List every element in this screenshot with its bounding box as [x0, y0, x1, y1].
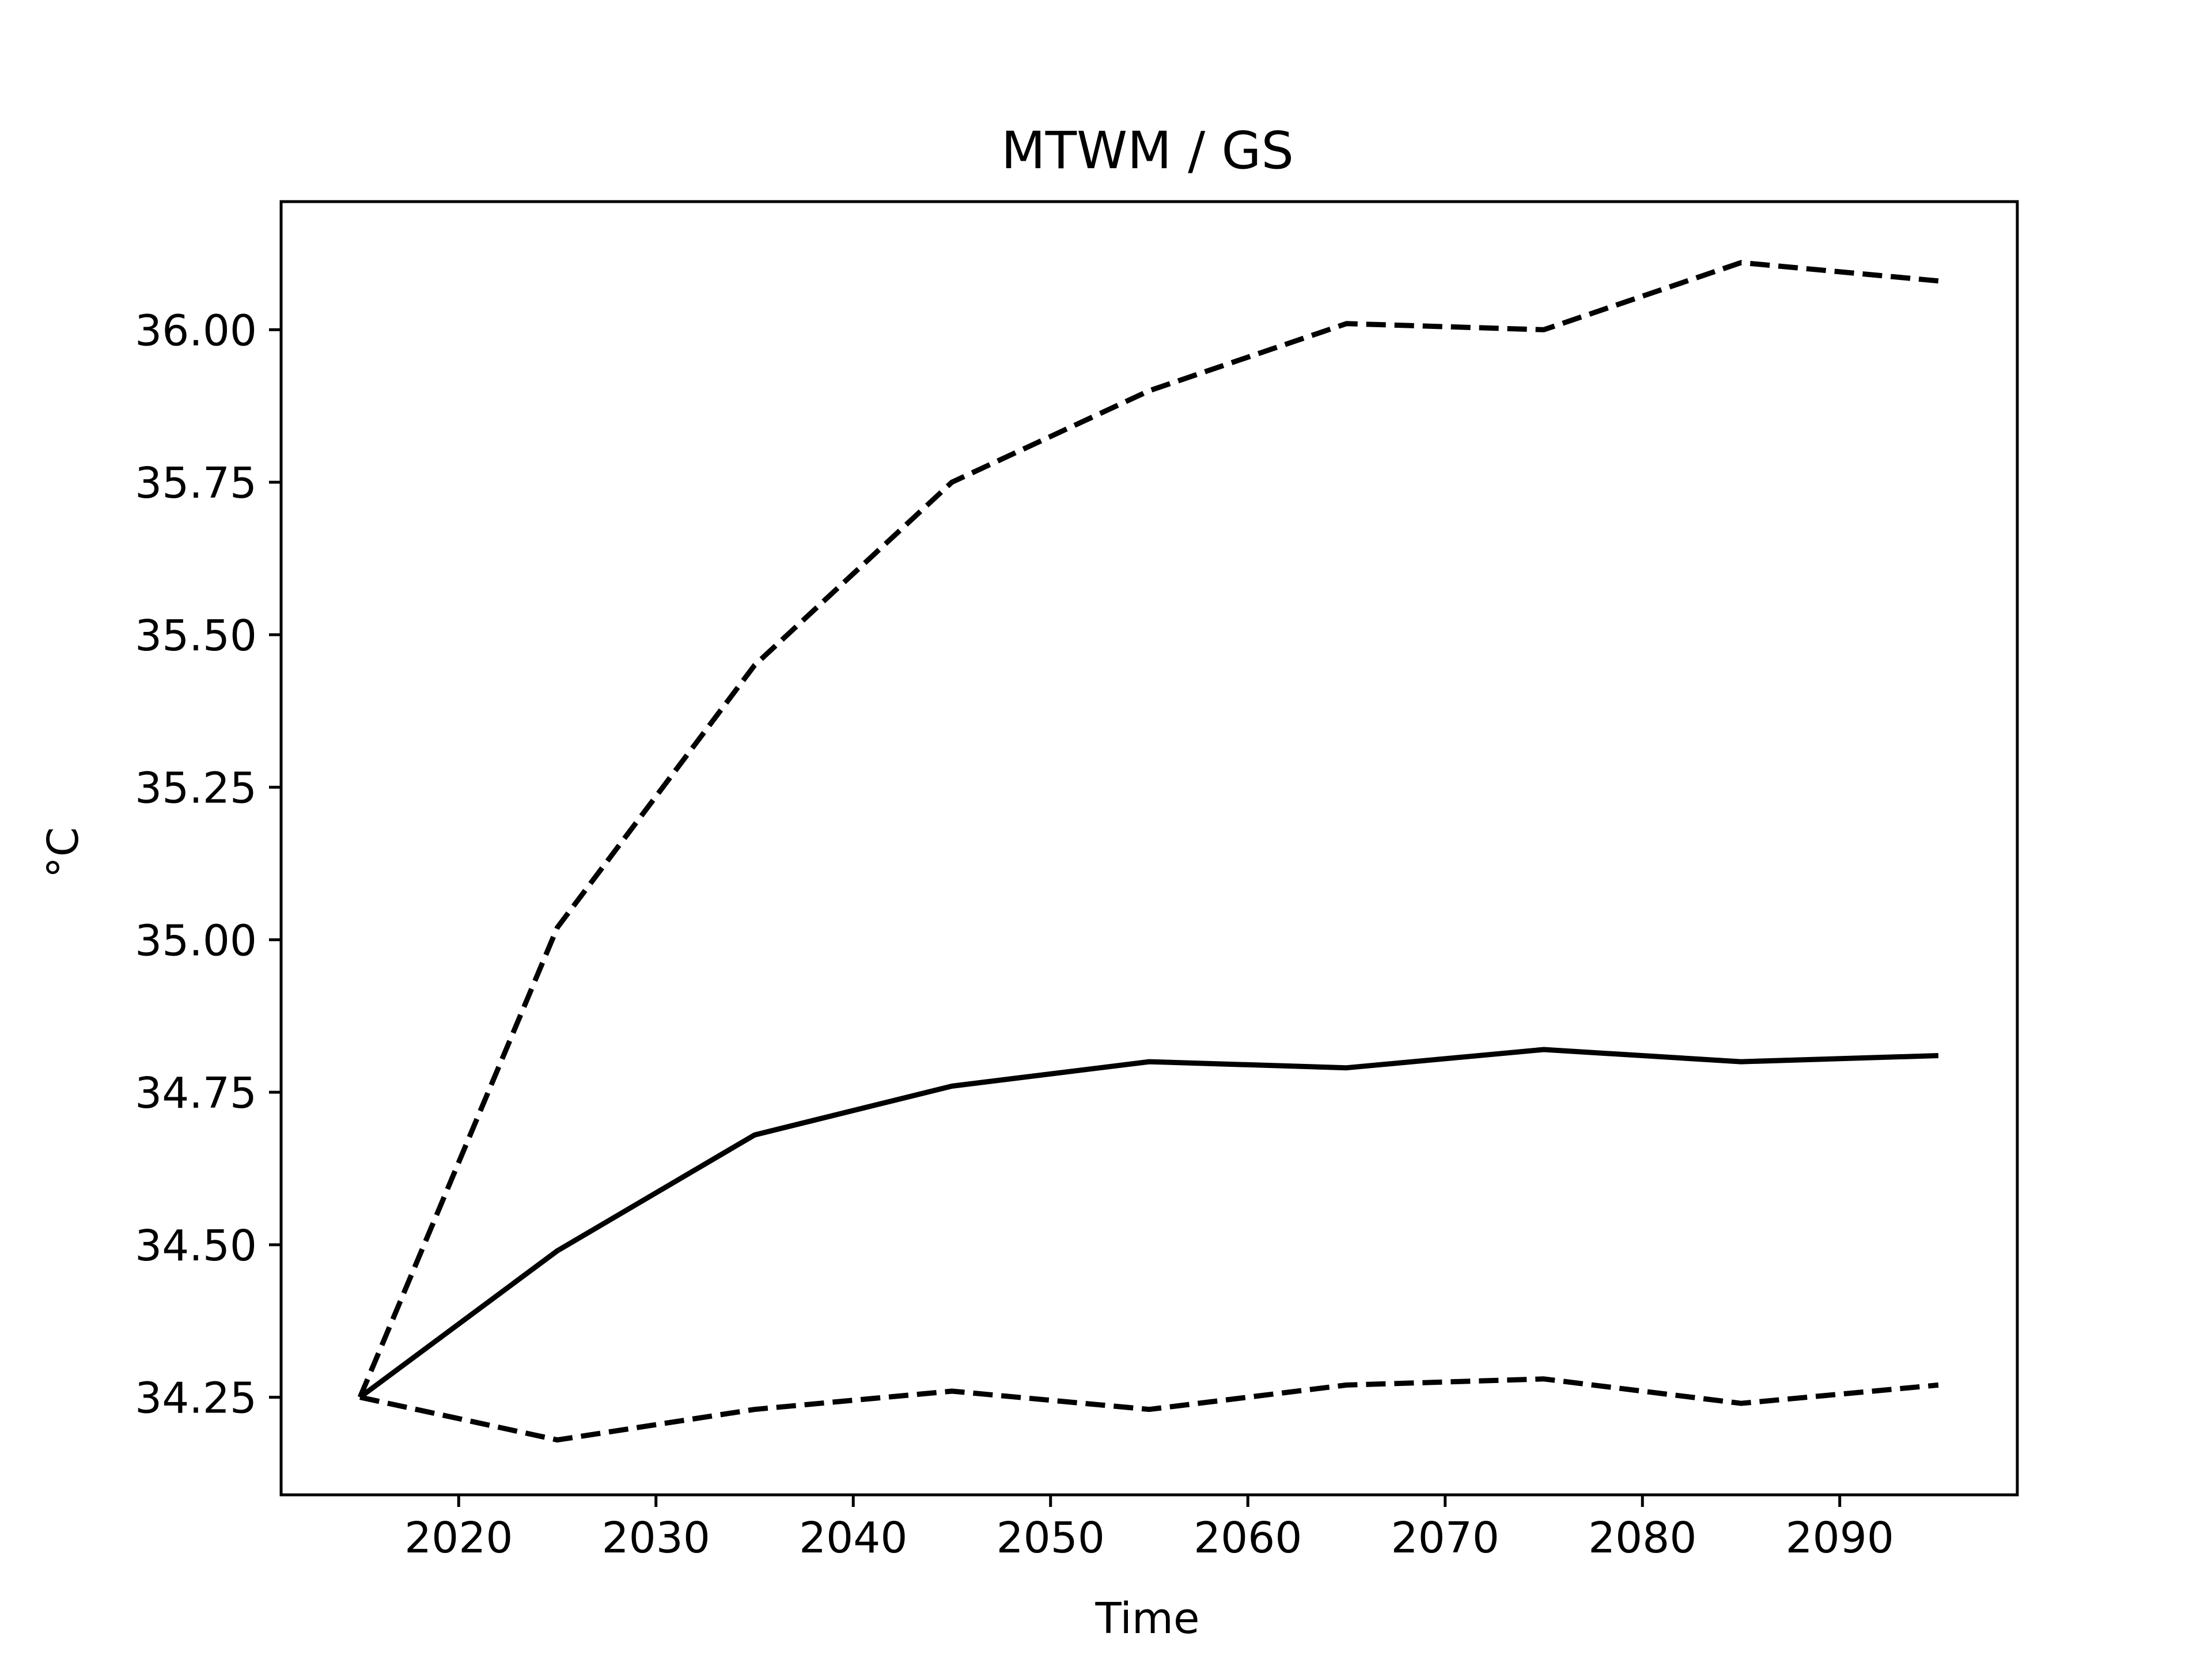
y-tick-label-7: 36.00	[135, 306, 257, 355]
y-tick-label-4: 35.25	[135, 764, 257, 813]
x-tick-label-2060: 2060	[1194, 1513, 1302, 1563]
x-tick-label-2080: 2080	[1588, 1513, 1696, 1563]
x-tick-label-2050: 2050	[997, 1513, 1105, 1563]
y-tick-label-1: 34.50	[135, 1221, 257, 1271]
x-tick-label-2070: 2070	[1391, 1513, 1499, 1563]
chart-title: MTWM / GS	[1001, 120, 1294, 180]
series-line-3	[359, 1376, 1939, 1443]
y-tick-label-0: 34.25	[135, 1374, 257, 1423]
x-tick-label-2020: 2020	[404, 1513, 513, 1563]
plot-frame	[279, 200, 2019, 1497]
y-tick-label-2: 34.75	[135, 1069, 257, 1118]
series-line-2	[357, 260, 1939, 1399]
y-axis-title: °C	[39, 827, 88, 878]
y-tick-label-3: 35.00	[135, 916, 257, 965]
y-tick-label-6: 35.75	[135, 459, 257, 508]
x-tick-label-2030: 2030	[602, 1513, 710, 1563]
x-tick-label-2090: 2090	[1786, 1513, 1894, 1563]
x-tick-label-2040: 2040	[799, 1513, 907, 1563]
x-axis-title: Time	[1094, 1594, 1199, 1643]
plot-area: 2020 2030 2040 2050 2060 2070 2080 2090 34.25 34.…	[135, 200, 2019, 1563]
y-tick-label-5: 35.50	[135, 611, 257, 661]
series-line-1	[358, 1047, 1939, 1400]
